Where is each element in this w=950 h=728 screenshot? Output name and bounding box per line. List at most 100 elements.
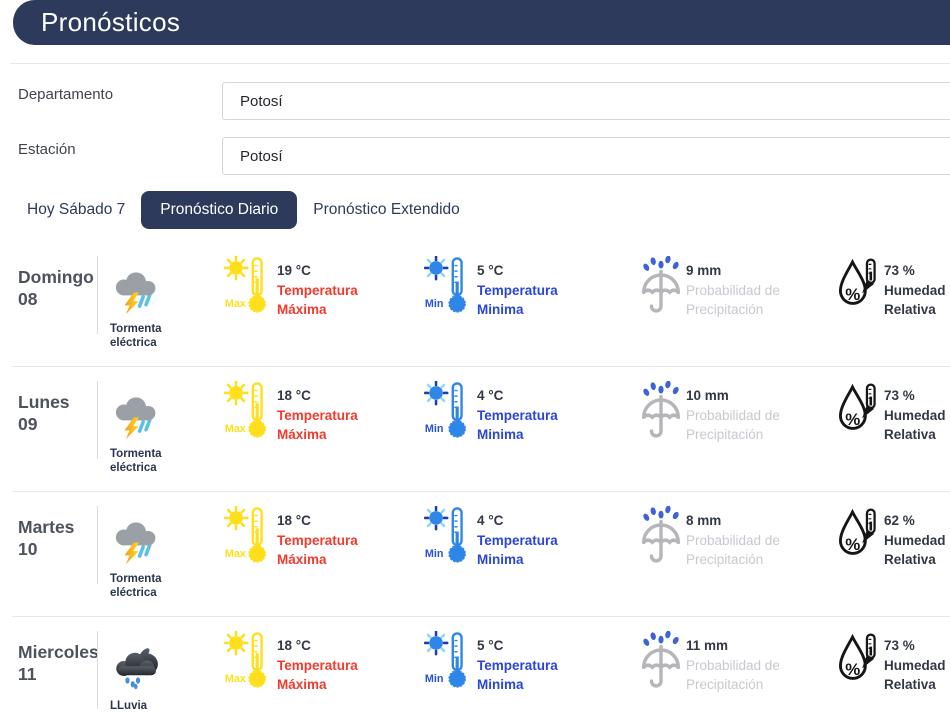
precipitation-label-line2: Precipitación	[686, 552, 764, 567]
precipitation-value: 11 mm	[686, 638, 729, 653]
department-label: Departamento	[18, 86, 114, 103]
precipitation-label-line1: Probabilidad de	[686, 658, 780, 673]
humidity-metric: 73 % Humedad Relativa	[834, 256, 946, 319]
humidity-drop-icon	[834, 256, 879, 313]
umbrella-rain-icon	[641, 631, 681, 695]
precipitation-metric: 9 mm Probabilidad de Precipitación	[641, 256, 780, 320]
min-temp-label-line1: Temperatura	[477, 533, 558, 548]
humidity-value: 73 %	[884, 388, 915, 403]
day-name: Martes	[18, 517, 75, 537]
max-temp-label-line1: Temperatura	[277, 533, 358, 548]
precipitation-label-line1: Probabilidad de	[686, 408, 780, 423]
tab-hoy-sabado[interactable]: Hoy Sábado 7	[27, 200, 126, 218]
max-temp-label-line2: Máxima	[277, 552, 327, 567]
min-temperature-metric: 5 °C Temperatura Minima	[424, 256, 558, 319]
humidity-drop-icon	[834, 631, 879, 688]
divider	[97, 506, 98, 584]
tab-pronostico-extendido[interactable]: Pronóstico Extendido	[313, 200, 460, 218]
condition-label: Tormenta eléctrica	[110, 323, 162, 349]
page-header: Pronósticos	[13, 0, 950, 45]
max-temp-label-line2: Máxima	[277, 427, 327, 442]
max-temperature-icon	[224, 256, 272, 315]
min-temp-value: 5 °C	[477, 638, 504, 653]
precipitation-metric: 8 mm Probabilidad de Precipitación	[641, 506, 780, 570]
humidity-label-line2: Relativa	[884, 677, 936, 692]
table-row: Miercoles 11 LLuvia 18 °C Temperatura Má…	[0, 617, 950, 728]
humidity-value: 73 %	[884, 263, 915, 278]
max-temperature-icon	[224, 381, 272, 440]
precipitation-metric: 11 mm Probabilidad de Precipitación	[641, 631, 780, 695]
divider	[10, 63, 950, 64]
precipitation-value: 10 mm	[686, 388, 729, 403]
day-name: Lunes	[18, 392, 70, 412]
precipitation-label-line1: Probabilidad de	[686, 533, 780, 548]
day-name: Miercoles	[18, 642, 99, 662]
humidity-drop-icon	[834, 506, 879, 563]
divider	[97, 631, 98, 709]
max-temp-label-line1: Temperatura	[277, 408, 358, 423]
max-temp-value: 18 °C	[277, 513, 311, 528]
min-temp-label-line2: Minima	[477, 552, 524, 567]
condition-label: Tormenta eléctrica	[110, 573, 162, 599]
department-input[interactable]	[222, 82, 950, 120]
forecast-tabs: Hoy Sábado 7 Pronóstico Diario Pronóstic…	[27, 190, 460, 229]
min-temp-label-line1: Temperatura	[477, 658, 558, 673]
humidity-metric: 73 % Humedad Relativa	[834, 631, 946, 694]
storm-cloud-icon	[110, 518, 162, 564]
max-temp-label-line1: Temperatura	[277, 283, 358, 298]
humidity-metric: 73 % Humedad Relativa	[834, 381, 946, 444]
humidity-label-line2: Relativa	[884, 302, 936, 317]
humidity-metric: 62 % Humedad Relativa	[834, 506, 946, 569]
max-temp-value: 18 °C	[277, 638, 311, 653]
min-temperature-metric: 4 °C Temperatura Minima	[424, 506, 558, 569]
min-temp-label-line1: Temperatura	[477, 408, 558, 423]
humidity-label-line1: Humedad	[884, 283, 946, 298]
storm-cloud-icon	[110, 393, 162, 439]
day-name: Domingo	[18, 267, 94, 287]
humidity-drop-icon	[834, 381, 879, 438]
max-temp-value: 19 °C	[277, 263, 311, 278]
day-number: 11	[18, 664, 37, 684]
precipitation-label-line2: Precipitación	[686, 677, 764, 692]
umbrella-rain-icon	[641, 256, 681, 320]
min-temperature-icon	[424, 506, 472, 565]
min-temperature-icon	[424, 256, 472, 315]
precipitation-value: 8 mm	[686, 513, 722, 528]
precipitation-value: 9 mm	[686, 263, 722, 278]
min-temp-label-line2: Minima	[477, 302, 524, 317]
humidity-label-line1: Humedad	[884, 408, 946, 423]
day-number: 09	[18, 414, 38, 434]
max-temp-label-line2: Máxima	[277, 302, 327, 317]
min-temperature-icon	[424, 381, 472, 440]
max-temperature-metric: 18 °C Temperatura Máxima	[224, 381, 358, 444]
max-temp-label-line2: Máxima	[277, 677, 327, 692]
day-number: 10	[18, 539, 38, 559]
humidity-label-line2: Relativa	[884, 552, 936, 567]
max-temp-label-line1: Temperatura	[277, 658, 358, 673]
table-row: Lunes 09 Tormenta eléctrica 18 °C Temper…	[0, 367, 950, 492]
table-row: Domingo 08 Tormenta eléctrica 19 °C Temp…	[0, 242, 950, 367]
max-temp-value: 18 °C	[277, 388, 311, 403]
rain-cloud-icon	[110, 643, 166, 691]
min-temperature-icon	[424, 631, 472, 690]
max-temperature-metric: 19 °C Temperatura Máxima	[224, 256, 358, 319]
min-temp-value: 4 °C	[477, 513, 504, 528]
tab-pronostico-diario[interactable]: Pronóstico Diario	[141, 190, 298, 229]
condition-label: LLuvia	[110, 700, 148, 712]
max-temperature-metric: 18 °C Temperatura Máxima	[224, 506, 358, 569]
precipitation-label-line2: Precipitación	[686, 302, 764, 317]
condition-label: Tormenta eléctrica	[110, 448, 162, 474]
divider	[97, 256, 98, 334]
min-temperature-metric: 5 °C Temperatura Minima	[424, 631, 558, 694]
station-input[interactable]	[222, 137, 950, 175]
max-temperature-icon	[224, 631, 272, 690]
table-row: Martes 10 Tormenta eléctrica 18 °C Tempe…	[0, 492, 950, 617]
min-temp-label-line1: Temperatura	[477, 283, 558, 298]
min-temp-value: 4 °C	[477, 388, 504, 403]
min-temp-label-line2: Minima	[477, 427, 524, 442]
storm-cloud-icon	[110, 268, 162, 314]
humidity-value: 73 %	[884, 638, 915, 653]
min-temp-label-line2: Minima	[477, 677, 524, 692]
umbrella-rain-icon	[641, 381, 681, 445]
